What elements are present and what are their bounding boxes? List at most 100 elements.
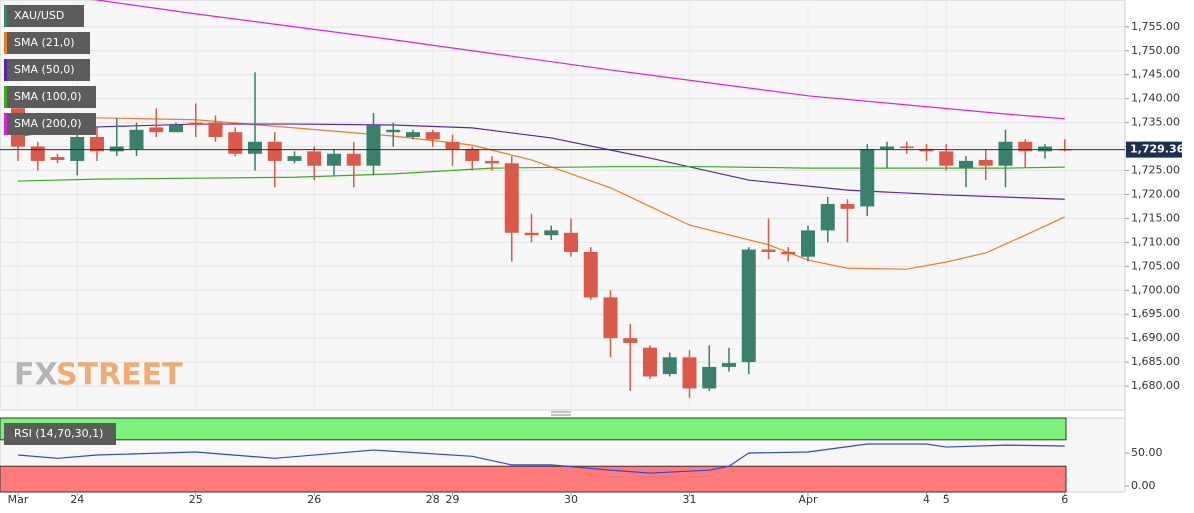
candle-body — [761, 249, 776, 252]
legend-label: SMA (100,0) — [14, 90, 82, 103]
line-series — [89, 0, 1065, 120]
legend-swatch — [4, 5, 7, 27]
candle-body — [524, 232, 539, 236]
y-tick-label: 1,695.00 — [1131, 307, 1180, 320]
candle-body — [899, 146, 914, 149]
x-tick-label: 26 — [307, 493, 321, 506]
candle-body — [307, 151, 322, 166]
watermark-street: STREET — [56, 358, 183, 393]
y-tick-label: 1,680.00 — [1131, 379, 1180, 392]
candle-body — [425, 132, 440, 140]
candle-body — [90, 136, 104, 152]
candle-body — [208, 122, 223, 137]
candle-body — [287, 156, 302, 161]
price-panel — [0, 0, 1126, 411]
legend-label: SMA (200,0) — [14, 117, 82, 130]
candle-body — [445, 141, 460, 149]
candle-body — [327, 153, 341, 166]
candle-body — [386, 129, 401, 133]
candle-body — [603, 297, 618, 339]
candle-body — [978, 159, 993, 166]
candle-body — [50, 157, 65, 160]
candle-body — [959, 160, 973, 169]
candle-body — [406, 132, 420, 137]
rsi-area — [0, 417, 1067, 493]
candle-body — [485, 160, 499, 164]
legend-box — [4, 113, 96, 135]
y-tick-label: 1,750.00 — [1131, 44, 1180, 57]
line-series — [17, 166, 1065, 182]
candle-body — [267, 141, 282, 161]
x-tick-label: Apr — [798, 493, 818, 506]
candle-body — [939, 151, 954, 166]
y-tick-label: 1,720.00 — [1131, 187, 1180, 200]
candle-body — [366, 125, 381, 166]
candle-body — [228, 132, 243, 154]
axes: 1,680.00 1,685.00 1,690.00 1,695.00 1,700.00… — [8, 20, 1185, 506]
x-tick-label: 5 — [943, 493, 950, 506]
candle-body — [169, 125, 183, 133]
candle-body — [722, 363, 736, 367]
x-tick-label: 28 — [426, 493, 440, 506]
candle-body — [346, 153, 361, 166]
candle-body — [702, 366, 717, 389]
last-price-box — [1126, 141, 1182, 158]
candle-body — [248, 141, 262, 154]
candle-body — [801, 230, 815, 257]
legend-label: RSI (14,70,30,1) — [14, 427, 103, 440]
legend-box — [4, 59, 90, 81]
rsi-tick-label: 0.00 — [1131, 479, 1156, 492]
candle-body — [919, 148, 934, 152]
candle-body — [840, 204, 855, 209]
candle-body — [504, 163, 519, 233]
x-tick-label: 25 — [189, 493, 203, 506]
candle-body — [564, 232, 578, 252]
candle-body — [1038, 146, 1052, 152]
legend-swatch — [4, 86, 7, 108]
line-series — [17, 113, 1066, 270]
candle-body — [149, 127, 164, 133]
panel-divider — [551, 411, 571, 416]
oversold-band — [0, 465, 1067, 493]
candle-body — [880, 146, 894, 149]
x-tick-label: 6 — [1061, 493, 1068, 506]
candle-body — [1018, 141, 1033, 152]
watermark-fx: FX — [14, 358, 58, 393]
candle-body — [662, 357, 677, 375]
candle-body — [544, 230, 559, 236]
y-tick-label: 1,700.00 — [1131, 283, 1180, 296]
y-tick-label: 1,685.00 — [1131, 355, 1180, 368]
y-tick-label: 1,745.00 — [1131, 68, 1180, 81]
rsi-tick-label: 50.00 — [1131, 446, 1163, 459]
candle-body — [70, 136, 85, 161]
legend-box — [4, 5, 84, 27]
x-tick-label: 31 — [683, 493, 697, 506]
y-tick-label: 1,705.00 — [1131, 259, 1180, 272]
legend-box — [4, 32, 90, 54]
legend: XAU/USD SMA (21,0) SMA (50,0) SMA (100,0) SM… — [4, 5, 116, 445]
candle-body — [583, 251, 598, 298]
candle-body — [820, 204, 835, 231]
candle-body — [30, 146, 45, 161]
x-tick-label: Mar — [8, 493, 29, 506]
x-tick-label: 29 — [446, 493, 460, 506]
y-tick-label: 1,735.00 — [1131, 116, 1180, 129]
grid — [0, 0, 1125, 410]
candle-body — [781, 251, 796, 255]
candle-body — [643, 347, 657, 377]
x-tick-label: 24 — [70, 493, 84, 506]
candle-body — [741, 249, 756, 363]
y-tick-label: 1,725.00 — [1131, 164, 1180, 177]
candle-body — [129, 129, 144, 149]
candle-body — [188, 122, 203, 126]
candle-body — [998, 141, 1013, 166]
candle-body — [860, 148, 875, 207]
y-tick-label: 1,715.00 — [1131, 211, 1180, 224]
x-tick-label: 4 — [923, 493, 930, 506]
legend-swatch — [4, 113, 7, 135]
watermark: FX STREET — [14, 358, 183, 393]
plot-area — [0, 0, 1125, 399]
candle-body — [682, 357, 697, 389]
y-tick-label: 1,690.00 — [1131, 331, 1180, 344]
